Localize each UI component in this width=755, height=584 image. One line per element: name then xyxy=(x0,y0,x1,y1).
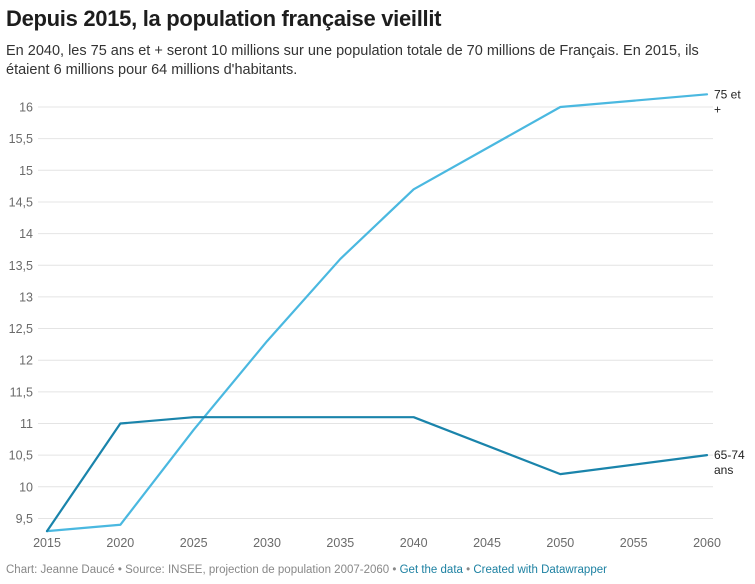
series-label: ans xyxy=(714,463,733,477)
x-tick-label: 2050 xyxy=(546,536,574,550)
y-axis-ticks: 9,5 10 10,5 11 11,5 12 12,5 13 13,5 14 14,5 15 15,5 1… xyxy=(9,101,33,526)
footer-separator: • xyxy=(466,564,471,576)
y-tick-label: 16 xyxy=(19,101,33,115)
x-axis-ticks: 2015 2020 2025 2030 2035 2040 2045 2050 2055 2060 xyxy=(33,536,721,550)
y-tick-label: 12,5 xyxy=(9,322,33,336)
chart-title: Depuis 2015, la population française vie… xyxy=(6,6,442,31)
chart-footer: Chart: Jeanne Daucé • Source: INSEE, pro… xyxy=(6,564,607,576)
y-tick-label: 14,5 xyxy=(9,195,33,209)
y-tick-label: 12 xyxy=(19,354,33,368)
y-tick-label: 15,5 xyxy=(9,132,33,146)
x-tick-label: 2015 xyxy=(33,536,61,550)
series-line xyxy=(45,416,709,533)
series-label: 75 et xyxy=(714,87,741,101)
y-tick-label: 11 xyxy=(20,417,33,431)
footer-separator: • xyxy=(392,564,397,576)
x-tick-label: 2060 xyxy=(693,536,721,550)
x-tick-label: 2055 xyxy=(620,536,648,550)
y-tick-label: 9,5 xyxy=(16,512,33,526)
x-tick-label: 2030 xyxy=(253,536,281,550)
y-tick-label: 10,5 xyxy=(9,449,33,463)
footer-source: Source: INSEE, projection de population … xyxy=(125,564,390,576)
series-label: 65-74 xyxy=(714,448,745,462)
gridlines xyxy=(38,106,713,519)
footer-separator: • xyxy=(117,564,122,576)
series-lines xyxy=(45,93,709,533)
get-data-link[interactable]: Get the data xyxy=(399,564,463,576)
y-tick-label: 11,5 xyxy=(10,385,33,399)
x-tick-label: 2025 xyxy=(180,536,208,550)
footer-credit: Chart: Jeanne Daucé xyxy=(6,564,115,576)
created-with-datawrapper-link[interactable]: Created with Datawrapper xyxy=(473,564,607,576)
y-tick-label: 13,5 xyxy=(9,259,33,273)
chart-description: En 2040, les 75 ans et + seront 10 milli… xyxy=(6,43,699,78)
series-label: + xyxy=(714,102,721,116)
x-tick-label: 2035 xyxy=(326,536,354,550)
y-tick-label: 13 xyxy=(19,290,33,304)
y-tick-label: 15 xyxy=(19,164,33,178)
x-tick-label: 2040 xyxy=(400,536,428,550)
y-tick-label: 10 xyxy=(19,480,33,494)
series-line xyxy=(45,93,709,533)
y-tick-label: 14 xyxy=(19,227,33,241)
x-tick-label: 2020 xyxy=(106,536,134,550)
x-tick-label: 2045 xyxy=(473,536,501,550)
